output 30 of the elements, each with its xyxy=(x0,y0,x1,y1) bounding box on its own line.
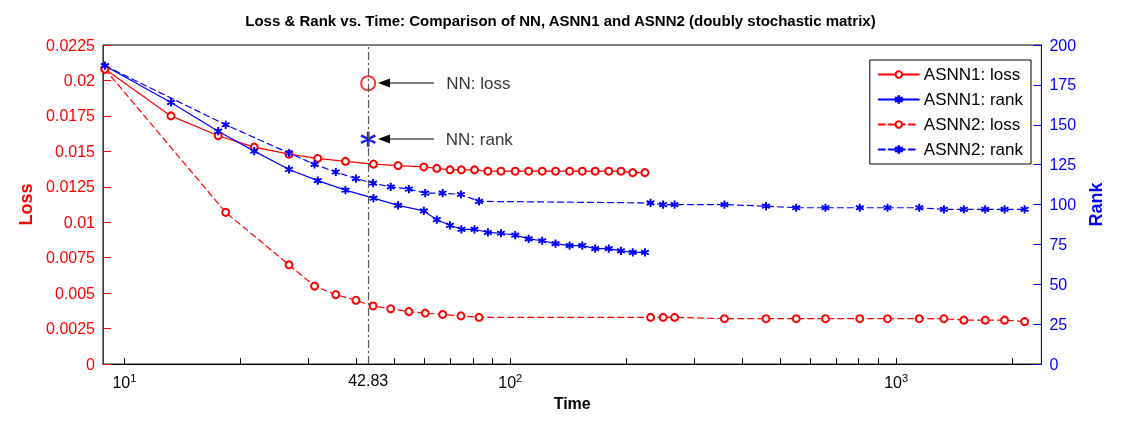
text: NN: loss xyxy=(446,73,511,93)
y2-tick-label: 100 xyxy=(1049,196,1077,214)
legend-label: ASNN1: loss xyxy=(923,65,1021,84)
y2-tick-label: 125 xyxy=(1049,156,1077,174)
y-tick-label: 0.0025 xyxy=(46,320,96,338)
text: NN: rank xyxy=(445,129,514,149)
y2-tick-label: 25 xyxy=(1049,315,1068,333)
y-tick-label: 0.0125 xyxy=(46,178,96,196)
y-tick-label: 0.0175 xyxy=(46,107,96,125)
legend-label: ASNN2: loss xyxy=(923,115,1021,134)
x-axis-title: Time xyxy=(553,394,591,412)
y-tick-label: 0.0225 xyxy=(46,36,96,54)
y2-tick-label: 50 xyxy=(1049,275,1068,293)
y2-tick-label: 75 xyxy=(1049,235,1068,253)
legend-label: ASNN1: rank xyxy=(923,90,1024,109)
y-tick-label: 0 xyxy=(86,355,96,373)
y-tick-label: 0.0075 xyxy=(46,249,96,267)
y-axis-title: Loss xyxy=(16,183,37,226)
x-tick-label: 42.83 xyxy=(348,371,389,389)
y-tick-label: 0.02 xyxy=(63,71,96,89)
y-tick-label: 0.01 xyxy=(63,213,96,231)
y2-tick-label: 150 xyxy=(1049,116,1077,134)
y2-axis-title: Rank xyxy=(1086,181,1106,227)
y2-tick-label: 175 xyxy=(1049,76,1077,94)
chart-title: Loss & Rank vs. Time: Comparison of NN, ASNN1 and ASNN2 (doubly stochastic matrix) xyxy=(245,12,876,29)
y2-tick-label: 0 xyxy=(1049,355,1059,373)
y2-tick-label: 200 xyxy=(1049,36,1077,54)
legend-label: ASNN2: rank xyxy=(923,140,1024,159)
y-tick-label: 0.015 xyxy=(54,142,96,160)
y-tick-label: 0.005 xyxy=(54,284,96,302)
